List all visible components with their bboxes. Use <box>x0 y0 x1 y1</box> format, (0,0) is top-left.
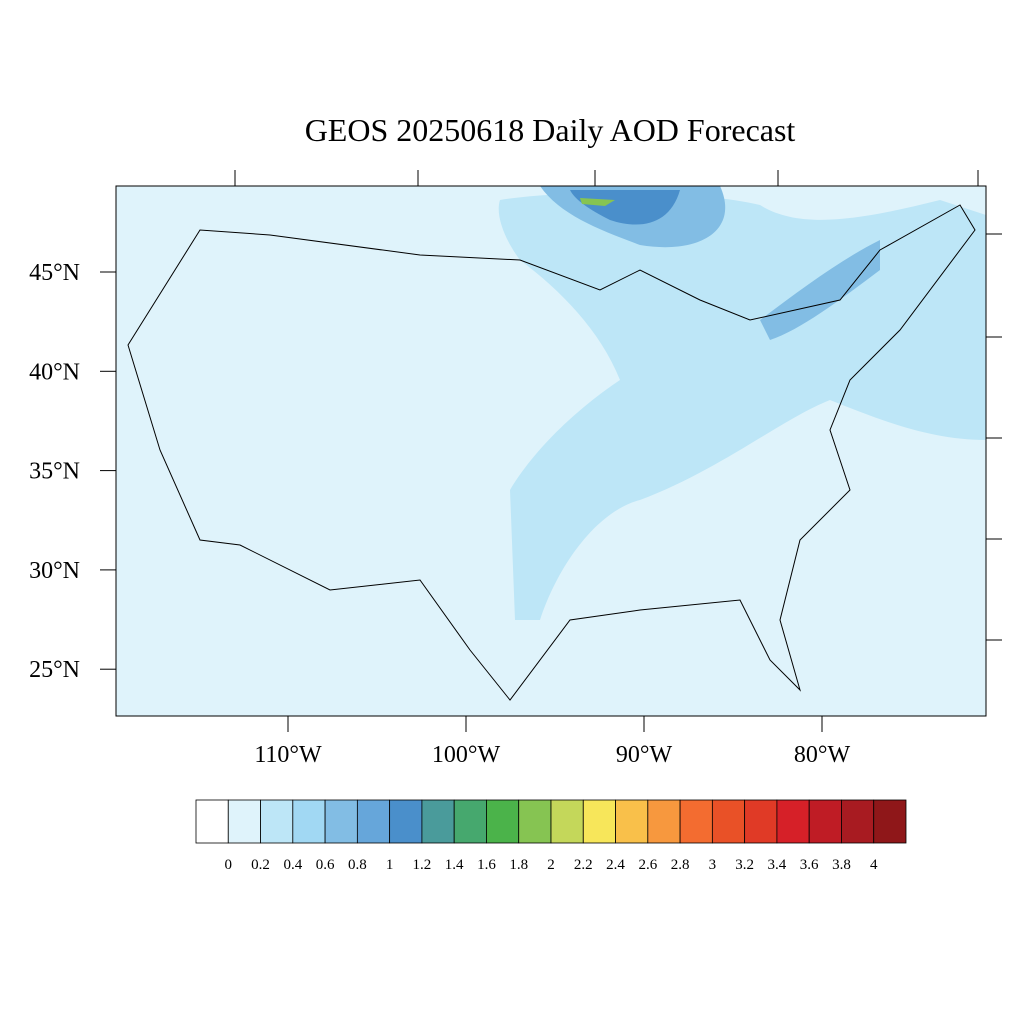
top-right-ticks <box>234 170 1002 641</box>
aod-plume <box>498 193 986 620</box>
colorbar-box <box>195 799 229 844</box>
colorbar-box <box>582 799 616 844</box>
colorbar-box <box>841 799 875 844</box>
map-frame <box>115 185 987 717</box>
aod-plume <box>570 190 680 225</box>
colorbar-label: 0.4 <box>283 857 302 873</box>
lat-tick-label: 25°N <box>29 657 80 683</box>
colorbar-box <box>227 799 261 844</box>
colorbar-box <box>421 799 455 844</box>
lat-tick-label: 40°N <box>29 359 80 385</box>
colorbar-label: 1.8 <box>509 857 528 873</box>
colorbar-label: 2.6 <box>638 857 657 873</box>
colorbar-label: 2 <box>547 857 555 873</box>
colorbar-box <box>776 799 810 844</box>
colorbar-label: 0.8 <box>348 857 367 873</box>
aod-plume <box>760 240 880 340</box>
lat-tick-label: 45°N <box>29 260 80 286</box>
lat-tick-label: 35°N <box>29 459 80 485</box>
colorbar-label: 0 <box>225 857 233 873</box>
colorbar-label: 2.4 <box>606 857 625 873</box>
lon-tick-label: 90°W <box>616 742 673 768</box>
lon-tick-label: 80°W <box>794 742 851 768</box>
colorbar-label: 0.6 <box>316 857 335 873</box>
colorbar-box <box>389 799 423 844</box>
map-area <box>115 170 1002 717</box>
colorbar-box <box>615 799 649 844</box>
title: GEOS 20250618 Daily AOD Forecast <box>305 112 796 148</box>
lon-tick-label: 110°W <box>254 742 322 768</box>
colorbar-box <box>679 799 713 844</box>
colorbar-box <box>356 799 391 844</box>
colorbar-label: 3.4 <box>768 857 787 873</box>
colorbar-label: 2.8 <box>671 857 690 873</box>
lon-tick-label: 100°W <box>432 742 501 768</box>
colorbar-box <box>873 799 907 844</box>
colorbar-label: 0.2 <box>251 857 270 873</box>
colorbar-label: 1 <box>386 857 394 873</box>
colorbar-box <box>260 799 294 844</box>
colorbar-box <box>486 799 520 844</box>
colorbar-box <box>550 799 584 844</box>
colorbar-label: 3 <box>709 857 717 873</box>
colorbar-box <box>744 799 778 844</box>
coastline <box>127 204 976 701</box>
colorbar-box <box>808 799 842 844</box>
colorbar-box <box>292 799 326 844</box>
colorbar-label: 3.2 <box>735 857 754 873</box>
colorbar-box <box>453 799 487 844</box>
colorbar-label: 4 <box>870 857 878 873</box>
colorbar-label: 1.4 <box>445 857 464 873</box>
colorbar-label: 2.2 <box>574 857 593 873</box>
lat-tick-label: 30°N <box>29 558 80 584</box>
colorbar-label: 3.8 <box>832 857 851 873</box>
colorbar-box <box>518 799 552 844</box>
colorbar-label: 3.6 <box>800 857 819 873</box>
colorbar-box <box>324 799 358 844</box>
aod-plume <box>580 198 615 206</box>
colorbar-box <box>647 799 681 844</box>
colorbar-label: 1.6 <box>477 857 496 873</box>
colorbar-label: 1.2 <box>413 857 432 873</box>
colorbar-box <box>711 799 746 844</box>
